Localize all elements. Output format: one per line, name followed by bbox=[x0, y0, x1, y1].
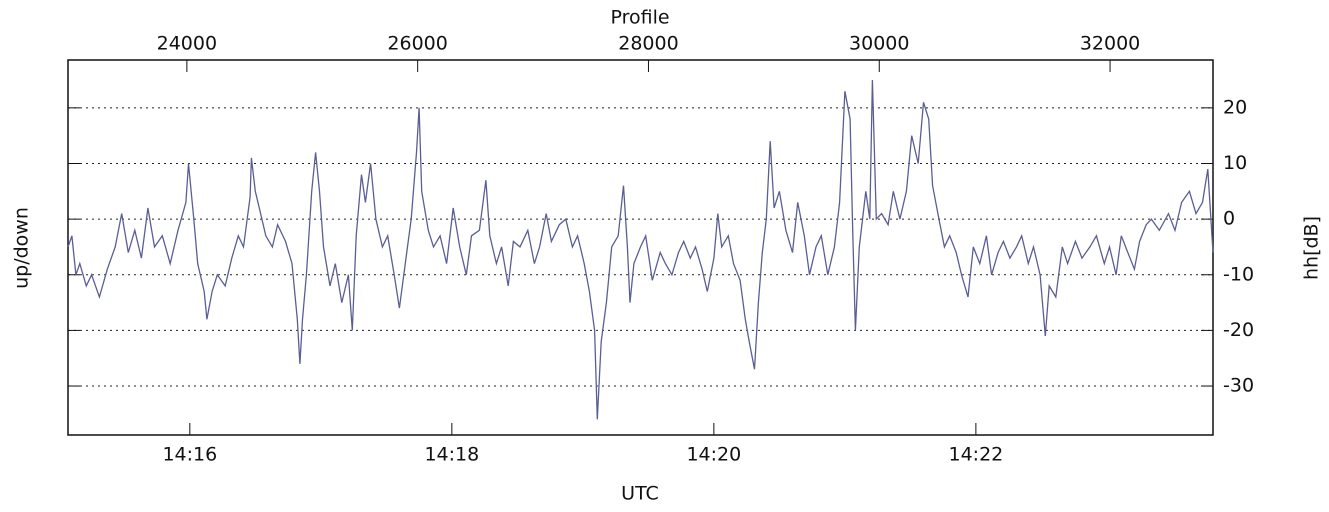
x2-tick-label: 28000 bbox=[618, 33, 678, 55]
x-tick-label: 14:16 bbox=[162, 444, 217, 466]
x2-axis-label: Profile bbox=[610, 7, 669, 29]
y2-tick-label: 0 bbox=[1223, 208, 1235, 230]
y2-axis-label: hh[dB] bbox=[1301, 216, 1323, 280]
x2-tick-label: 24000 bbox=[157, 33, 217, 55]
x2-tick-label: 32000 bbox=[1080, 33, 1140, 55]
x2-tick-label: 26000 bbox=[387, 33, 447, 55]
x-axis-label: UTC bbox=[621, 483, 659, 505]
x-tick-label: 14:22 bbox=[948, 444, 1003, 466]
y2-tick-label: -30 bbox=[1223, 375, 1254, 397]
y2-tick-label: -10 bbox=[1223, 263, 1254, 285]
x2-tick-label: 30000 bbox=[849, 33, 909, 55]
data-line bbox=[67, 79, 1214, 420]
y-axis-label: up/down bbox=[11, 207, 33, 289]
x-tick-label: 14:18 bbox=[424, 444, 479, 466]
y2-tick-label: 10 bbox=[1223, 152, 1247, 174]
y2-tick-label: 20 bbox=[1223, 96, 1247, 118]
x-tick-label: 14:20 bbox=[686, 444, 741, 466]
y2-tick-label: -20 bbox=[1223, 319, 1254, 341]
